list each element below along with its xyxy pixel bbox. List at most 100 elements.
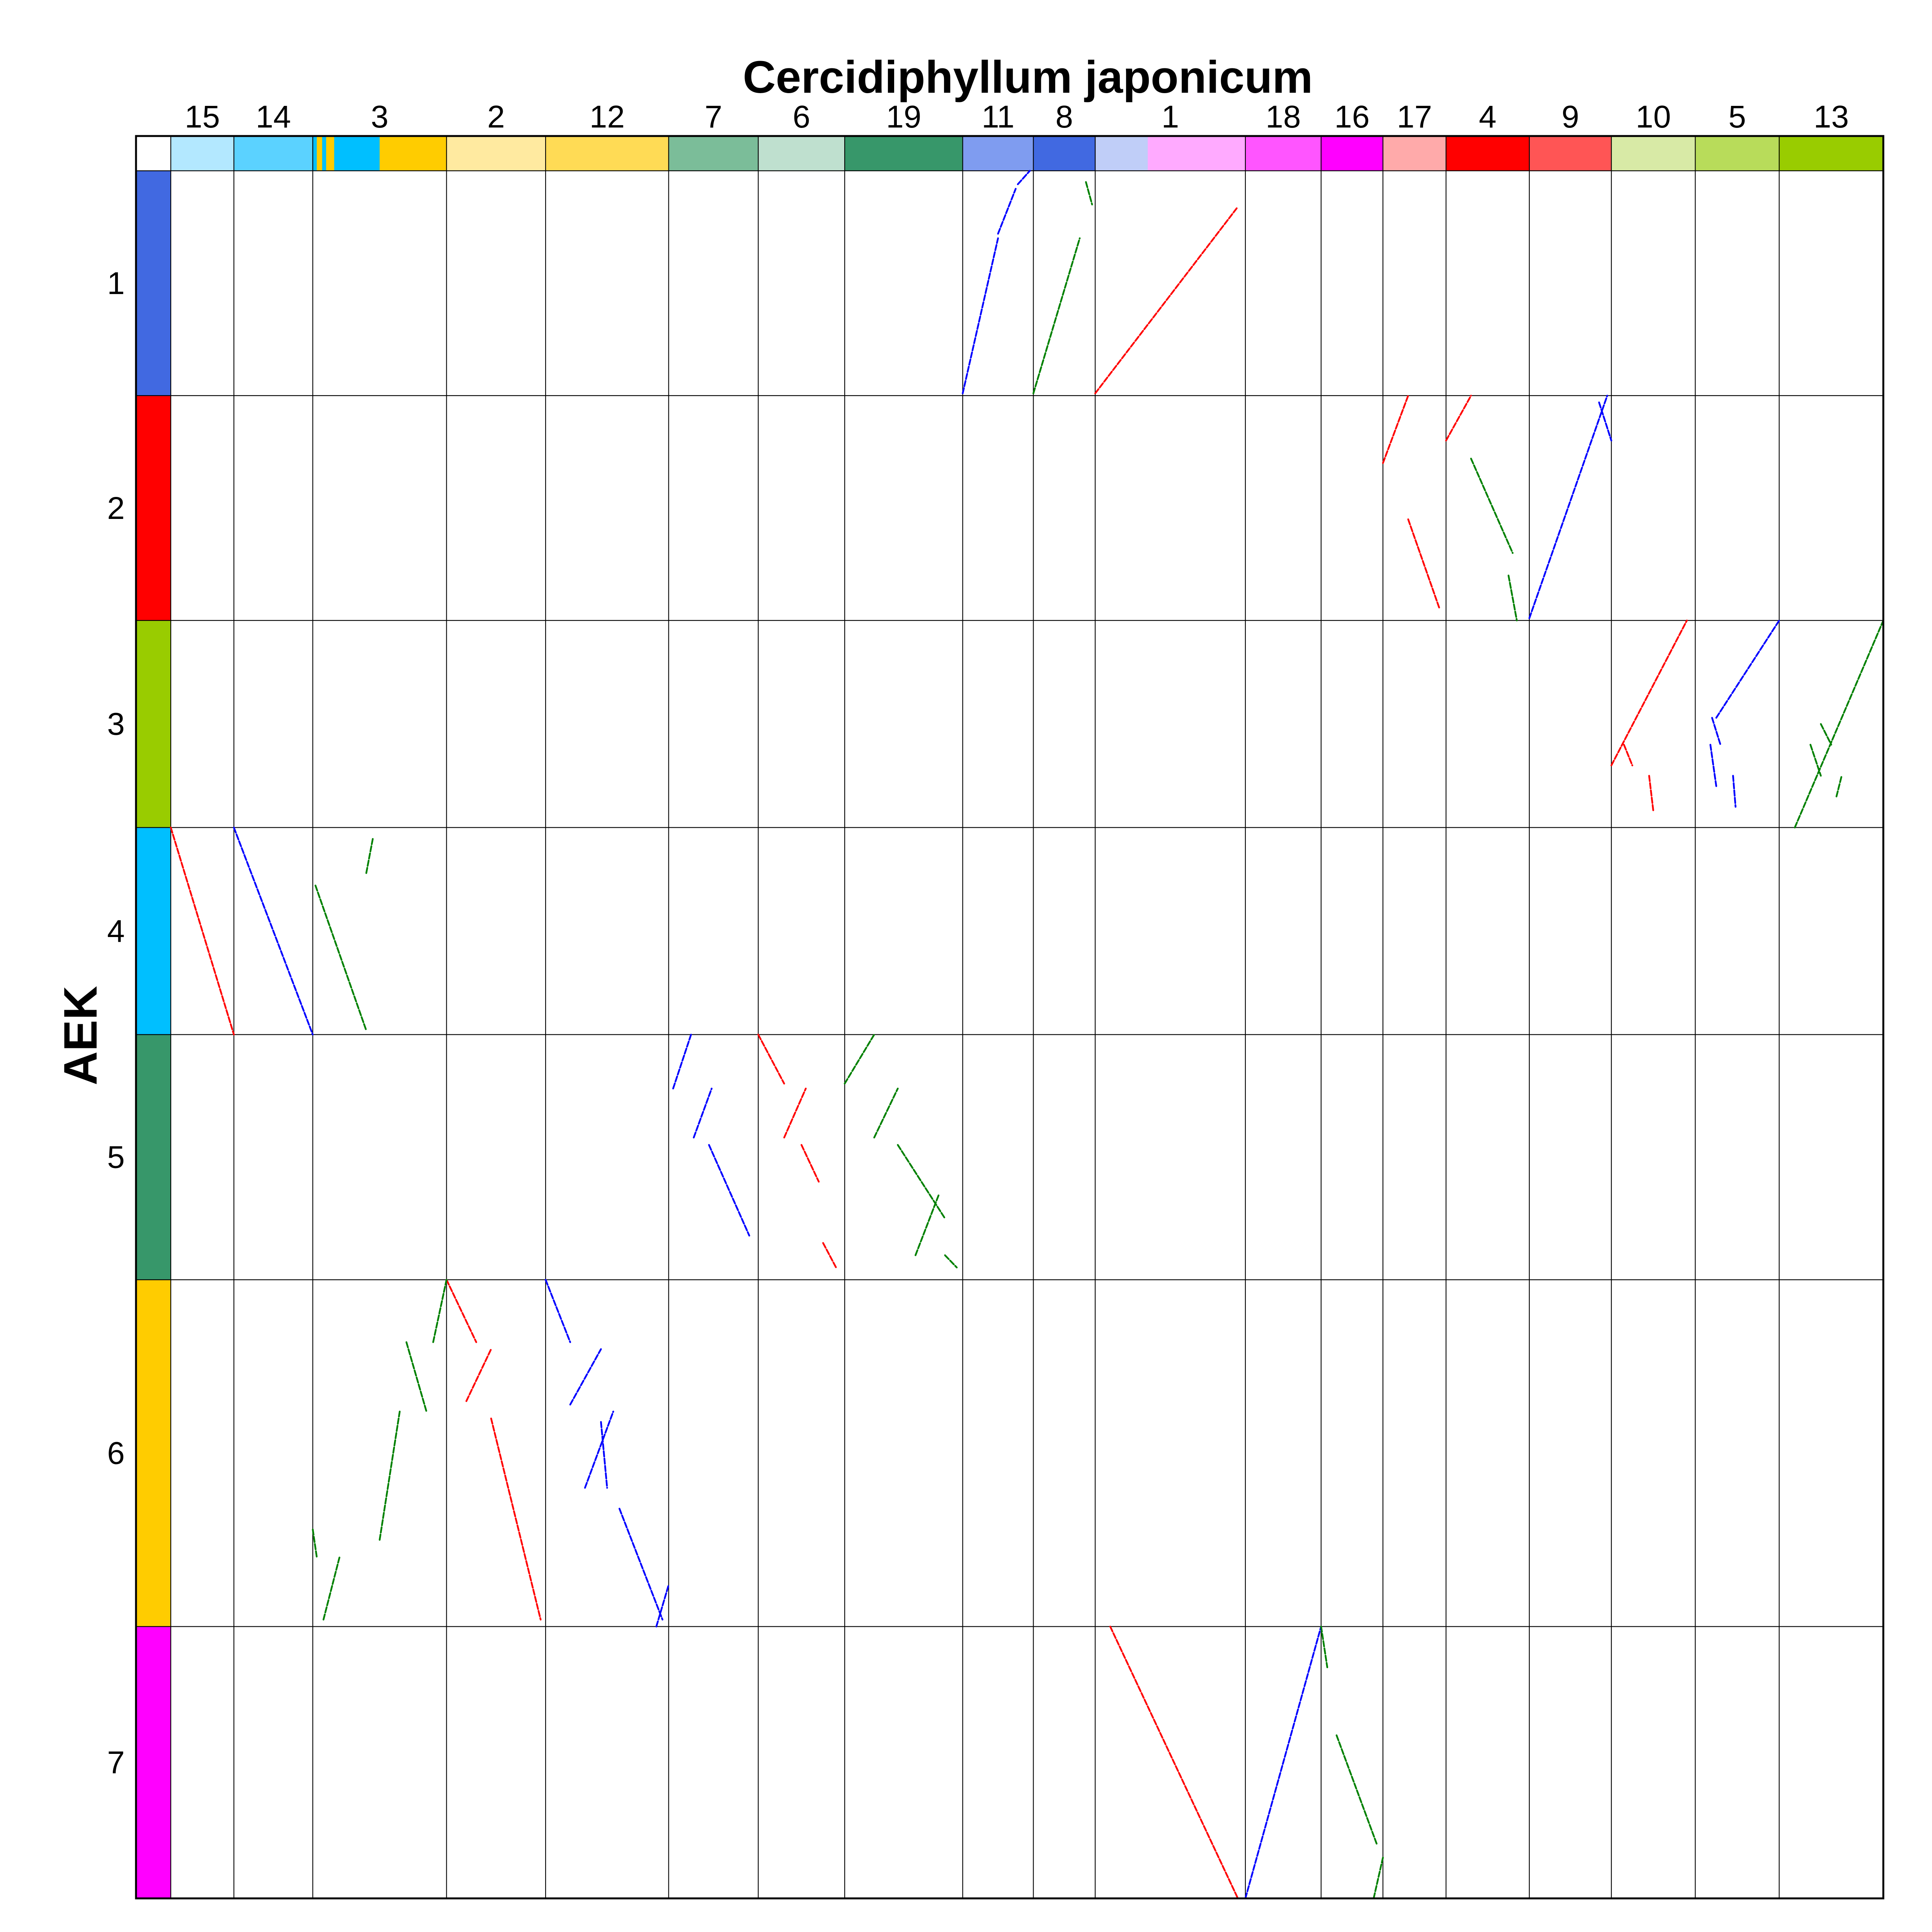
x-chromosome-label: 11 [981,99,1014,134]
synteny-segment [1528,395,1608,619]
x-color-bar [546,136,669,171]
synteny-segment [897,1144,946,1219]
synteny-segment [322,1556,340,1621]
synteny-segment [1335,1734,1378,1845]
synteny-segment [1810,744,1822,777]
synteny-segment [915,1193,940,1256]
synteny-segment [1094,206,1239,395]
synteny-segment [1507,575,1518,622]
x-chromosome-label: 9 [1561,99,1579,134]
x-axis-title: Cercidiphyllum japonicum [743,52,1313,103]
x-color-bar-segment [326,136,335,171]
synteny-segment [465,1348,492,1402]
synteny-segment [757,1034,785,1085]
synteny-segment [1244,1626,1322,1900]
synteny-segment [800,1144,820,1183]
synteny-segment [1709,744,1717,787]
synteny-segment [997,188,1017,235]
synteny-segment [962,237,999,395]
synteny-segment [432,1279,447,1343]
x-color-bar [1383,136,1446,171]
synteny-segment [1711,717,1721,746]
x-chromosome-label: 18 [1265,99,1301,134]
synteny-segment [693,1087,713,1139]
x-chromosome-label: 8 [1056,99,1073,134]
synteny-segment [1732,775,1736,808]
synteny-segment [446,1279,477,1343]
x-chromosome-label: 7 [705,99,723,134]
synteny-segment [1623,744,1633,767]
y-chromosome-label: 2 [107,491,125,526]
y-chromosome-labels: 1 2 3 4 5 6 7 [107,266,125,1780]
x-color-bar [1529,136,1612,171]
synteny-segment [708,1144,750,1237]
synteny-segment [569,1348,602,1406]
x-chromosome-label: 6 [793,99,810,134]
synteny-segment [1470,457,1514,554]
x-color-bar [1245,136,1321,171]
synteny-segment [1109,1626,1239,1900]
synteny-segment [233,827,314,1036]
x-color-bar [1695,136,1780,171]
x-chromosome-label: 13 [1814,99,1849,134]
synteny-segment [315,884,367,1032]
synteny-segment [1407,518,1441,610]
x-chromosome-label: 1 [1162,99,1179,134]
x-color-bar [1446,136,1530,171]
x-color-bar-segment [322,136,327,171]
x-chromosome-labels: 15 14 3 2 12 7 6 19 11 8 1 18 16 17 4 9 10 5 13 [185,99,1849,134]
synteny-segment [1320,1626,1328,1668]
synteny-segment [822,1242,837,1269]
synteny-segment [944,1254,958,1269]
x-color-bar [1321,136,1383,171]
x-color-bar [446,136,546,171]
x-color-bar-segment [1095,136,1148,171]
y-color-bar [136,827,171,1035]
synteny-segments [170,170,1884,1900]
x-color-bar [845,136,963,171]
x-chromosome-label: 14 [256,99,291,134]
x-chromosome-label: 12 [590,99,625,134]
x-color-bar-segment [379,136,447,171]
synteny-segment [844,1034,875,1085]
x-chromosome-label: 3 [371,99,389,134]
synteny-segment [1820,723,1832,746]
y-color-bar [136,1279,171,1627]
x-chromosome-color-bars [171,136,1884,171]
y-chromosome-label: 4 [107,914,125,949]
plot-frame [135,135,1884,1900]
x-color-bar [963,136,1034,171]
synteny-segment [1648,775,1655,812]
x-chromosome-label: 17 [1397,99,1432,134]
y-color-bar [136,620,171,828]
synteny-segment [1382,395,1409,464]
synteny-segment [783,1087,807,1139]
x-chromosome-label: 15 [185,99,220,134]
y-chromosome-label: 3 [107,707,125,742]
x-chromosome-label: 10 [1636,99,1671,134]
x-color-bar-segment [316,136,323,171]
synteny-segment [1032,237,1081,395]
x-color-bar [1033,136,1095,171]
synteny-segment [1794,619,1884,828]
y-chromosome-label: 6 [107,1436,125,1471]
synteny-segment [312,1528,318,1558]
y-color-bar [136,395,171,621]
x-chromosome-label: 19 [886,99,921,134]
synteny-segment [873,1087,899,1139]
y-axis-title: AEK [54,986,107,1085]
synteny-segment [1598,401,1612,442]
x-color-bar [668,136,759,171]
x-color-bar-segment [313,136,317,171]
x-color-bar-segment [1148,136,1246,171]
synteny-segment [405,1341,427,1413]
x-chromosome-label: 5 [1728,99,1746,134]
grid-lines [136,136,1883,1898]
synteny-segment [379,1410,401,1541]
synteny-segment [1835,775,1843,798]
synteny-segment [672,1034,692,1090]
y-chromosome-label: 5 [107,1140,125,1175]
synteny-segment [365,837,374,874]
